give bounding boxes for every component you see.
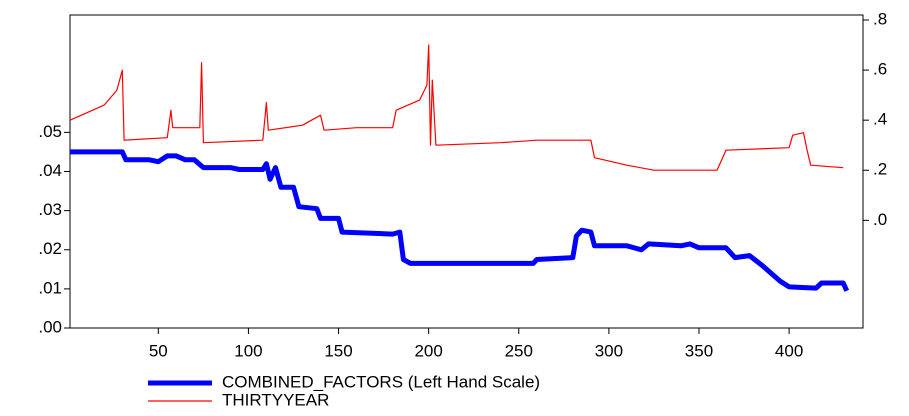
y-tick-label: .00 xyxy=(38,317,62,336)
legend-label: THIRTYYEAR xyxy=(222,390,329,409)
x-tick-label: 100 xyxy=(234,341,262,360)
y-tick-label: .01 xyxy=(38,278,62,297)
y-tick-label: .05 xyxy=(38,122,62,141)
legend-label: COMBINED_FACTORS (Left Hand Scale) xyxy=(222,372,540,391)
y2-tick-label: .4 xyxy=(873,110,887,129)
x-tick-label: 50 xyxy=(149,341,168,360)
y2-tick-label: .2 xyxy=(873,160,887,179)
y-tick-label: .04 xyxy=(38,161,62,180)
y-tick-label: .02 xyxy=(38,239,62,258)
plot-frame xyxy=(69,14,864,329)
y2-tick-label: .0 xyxy=(873,210,887,229)
y-tick-label: .03 xyxy=(38,200,62,219)
x-tick-label: 150 xyxy=(324,341,352,360)
series-line xyxy=(70,149,850,292)
y2-tick-label: .6 xyxy=(873,60,887,79)
x-tick-label: 350 xyxy=(685,341,713,360)
y2-tick-label: .8 xyxy=(873,9,887,28)
x-tick-label: 200 xyxy=(414,341,442,360)
x-tick-label: 250 xyxy=(505,341,533,360)
x-tick-label: 300 xyxy=(595,341,623,360)
x-tick-label: 400 xyxy=(775,341,803,360)
series-line xyxy=(69,44,844,171)
